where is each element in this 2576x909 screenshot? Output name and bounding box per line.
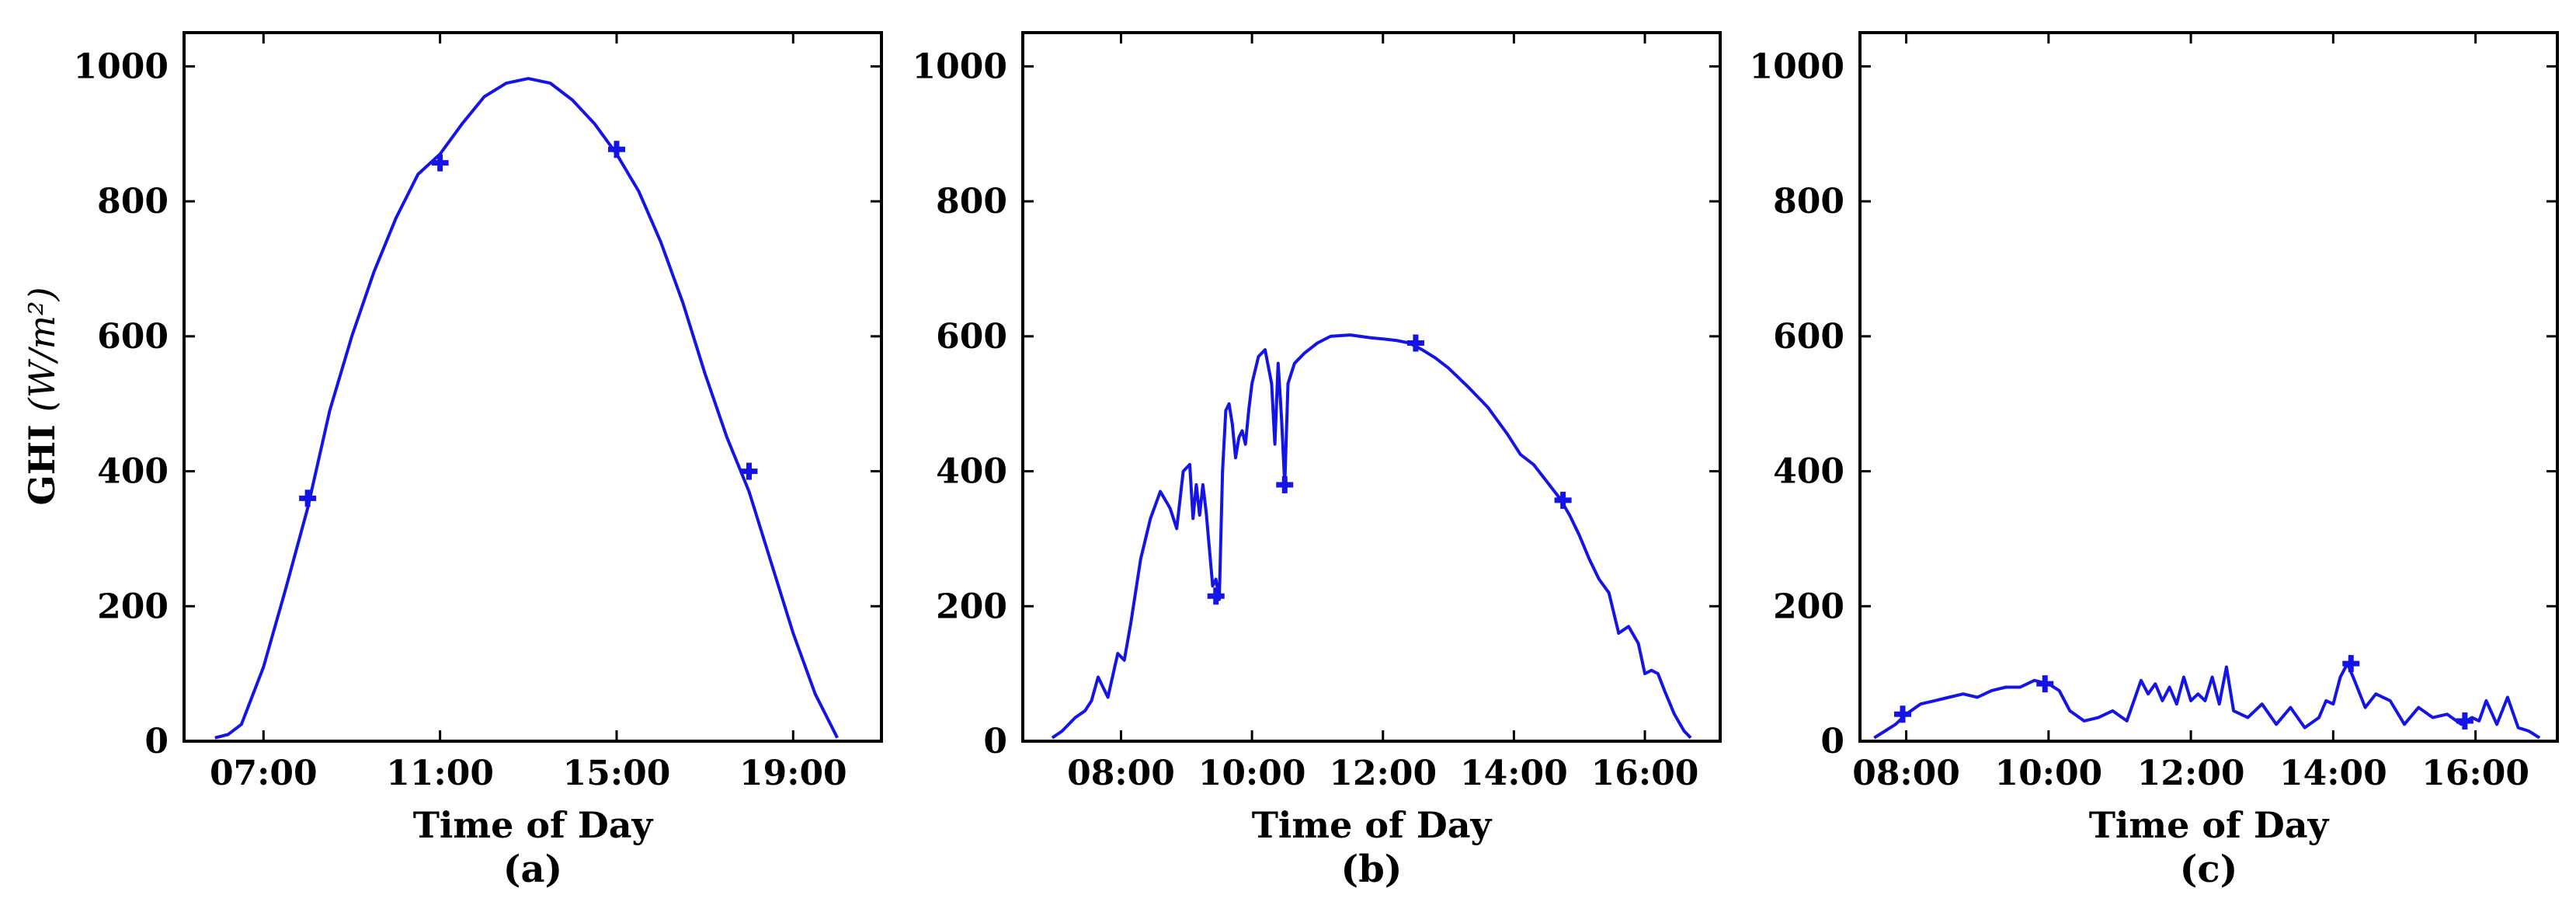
panel-b: 0 200 400 600 800 1000 08:00 10:00 12:00 14:00 16… xyxy=(913,31,1722,891)
panel-c-markers xyxy=(1893,655,2473,730)
panel-c: 0 200 400 600 800 1000 08:00 10:00 12:00 14:00 16… xyxy=(1750,31,2559,891)
panel-a-marker xyxy=(299,489,317,507)
panel-c-x-ticks: 08:00 10:00 12:00 14:00 16:00 xyxy=(1852,33,2529,793)
panel-c-frame xyxy=(1858,31,2559,743)
panel-b-frame xyxy=(1021,31,1722,743)
panel-c-x-tick-label: 14:00 xyxy=(2279,754,2387,793)
panel-a-y-tick-label: 800 xyxy=(97,182,169,221)
panel-a-ghi-line xyxy=(214,77,839,740)
panel-b-x-tick-label: 16:00 xyxy=(1591,754,1699,793)
panel-b-ghi-line xyxy=(1051,333,1692,740)
panel-a-marker xyxy=(740,462,758,480)
panel-b-x-tick-label: 12:00 xyxy=(1329,754,1437,793)
panel-a-x-tick-label: 19:00 xyxy=(739,754,847,793)
panel-a-x-axis-label: Time of Day xyxy=(413,804,654,846)
panel-c-ghi-line xyxy=(1873,662,2541,740)
panel-a-y-tick-label: 1000 xyxy=(74,47,169,86)
panel-a-x-ticks: 07:00 11:00 15:00 19:00 xyxy=(210,33,847,793)
panel-c-y-tick-label: 1000 xyxy=(1750,47,1844,86)
panel-b-x-axis-label: Time of Day xyxy=(1252,804,1493,846)
panel-b-label: (b) xyxy=(1341,848,1403,891)
panel-a-marker xyxy=(607,141,625,158)
panel-b-marker xyxy=(1406,334,1424,352)
y-axis-label-units: (W/m²) xyxy=(21,287,63,412)
panel-b-y-tick-label: 600 xyxy=(936,317,1007,357)
panel-c-x-tick-label: 08:00 xyxy=(1852,754,1960,793)
panel-b-x-ticks: 08:00 10:00 12:00 14:00 16:00 xyxy=(1067,33,1698,793)
panel-c-x-tick-label: 12:00 xyxy=(2137,754,2245,793)
panel-c-y-tick-label: 600 xyxy=(1773,317,1844,357)
panel-a-frame xyxy=(183,31,883,743)
panel-b-y-tick-label: 1000 xyxy=(913,47,1007,86)
panel-b-x-tick-label: 08:00 xyxy=(1067,754,1175,793)
panel-c-y-ticks: 0 200 400 600 800 1000 xyxy=(1750,47,2557,761)
panel-a-markers xyxy=(299,141,758,507)
panel-b-marker xyxy=(1276,475,1294,493)
panel-a-x-tick-label: 07:00 xyxy=(210,754,318,793)
panel-c-marker xyxy=(2036,675,2054,693)
panel-b-y-tick-label: 200 xyxy=(936,587,1007,626)
panel-a-y-tick-label: 200 xyxy=(97,587,169,626)
panel-b-x-tick-label: 14:00 xyxy=(1460,754,1568,793)
panel-c-y-tick-label: 0 xyxy=(1820,722,1844,761)
panel-c-marker xyxy=(2342,655,2360,673)
panel-c-y-tick-label: 800 xyxy=(1773,182,1844,221)
panel-a-marker xyxy=(431,154,449,172)
panel-c-x-axis-label: Time of Day xyxy=(2089,804,2330,846)
panel-b-y-tick-label: 800 xyxy=(936,182,1007,221)
panel-a-x-tick-label: 11:00 xyxy=(386,754,494,793)
panel-b-marker xyxy=(1207,587,1225,605)
panel-a: 0 200 400 600 800 1000 07:00 11:00 15:00 19:00 T… xyxy=(74,31,883,891)
panel-b-y-tick-label: 400 xyxy=(936,452,1007,492)
panel-b-y-tick-label: 0 xyxy=(983,722,1007,761)
panel-c-x-tick-label: 10:00 xyxy=(1994,754,2102,793)
panel-c-marker xyxy=(2456,712,2473,730)
panel-a-x-tick-label: 15:00 xyxy=(563,754,671,793)
panel-b-y-ticks: 0 200 400 600 800 1000 xyxy=(913,47,1720,761)
panel-c-marker xyxy=(1893,705,1911,723)
panel-b-x-tick-label: 10:00 xyxy=(1198,754,1306,793)
panel-b-markers xyxy=(1207,334,1572,605)
panel-c-y-tick-label: 200 xyxy=(1773,587,1844,626)
panel-a-y-tick-label: 400 xyxy=(97,452,169,492)
panel-a-y-tick-label: 0 xyxy=(144,722,169,761)
panel-a-label: (a) xyxy=(503,848,563,891)
panel-c-y-tick-label: 400 xyxy=(1773,452,1844,492)
panel-a-y-tick-label: 600 xyxy=(97,317,169,357)
y-axis-label: GHI (W/m²) xyxy=(21,287,63,505)
panel-b-marker xyxy=(1554,491,1572,509)
panel-c-x-tick-label: 16:00 xyxy=(2421,754,2529,793)
panel-a-y-ticks: 0 200 400 600 800 1000 xyxy=(74,47,881,761)
panel-c-label: (c) xyxy=(2180,848,2238,891)
y-axis-label-main: GHI xyxy=(21,424,63,505)
